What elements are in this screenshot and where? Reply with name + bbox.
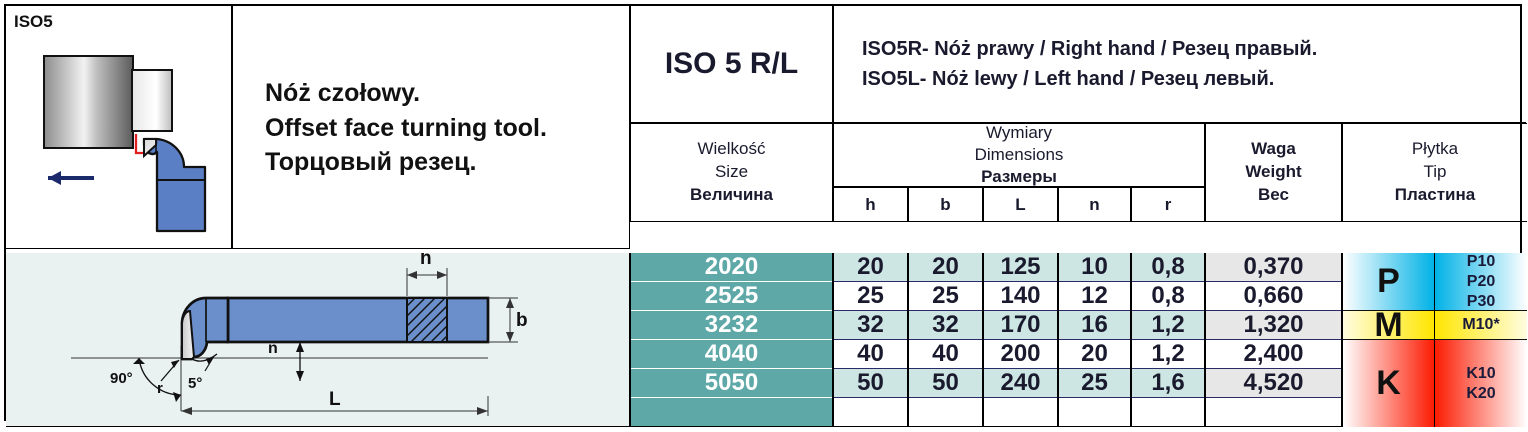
svg-text:b: b xyxy=(516,310,528,331)
svg-text:90°: 90° xyxy=(110,370,133,387)
svg-text:5°: 5° xyxy=(188,375,202,392)
svg-text:L: L xyxy=(329,389,341,410)
svg-text:n: n xyxy=(268,340,278,357)
svg-text:h: h xyxy=(420,253,432,269)
